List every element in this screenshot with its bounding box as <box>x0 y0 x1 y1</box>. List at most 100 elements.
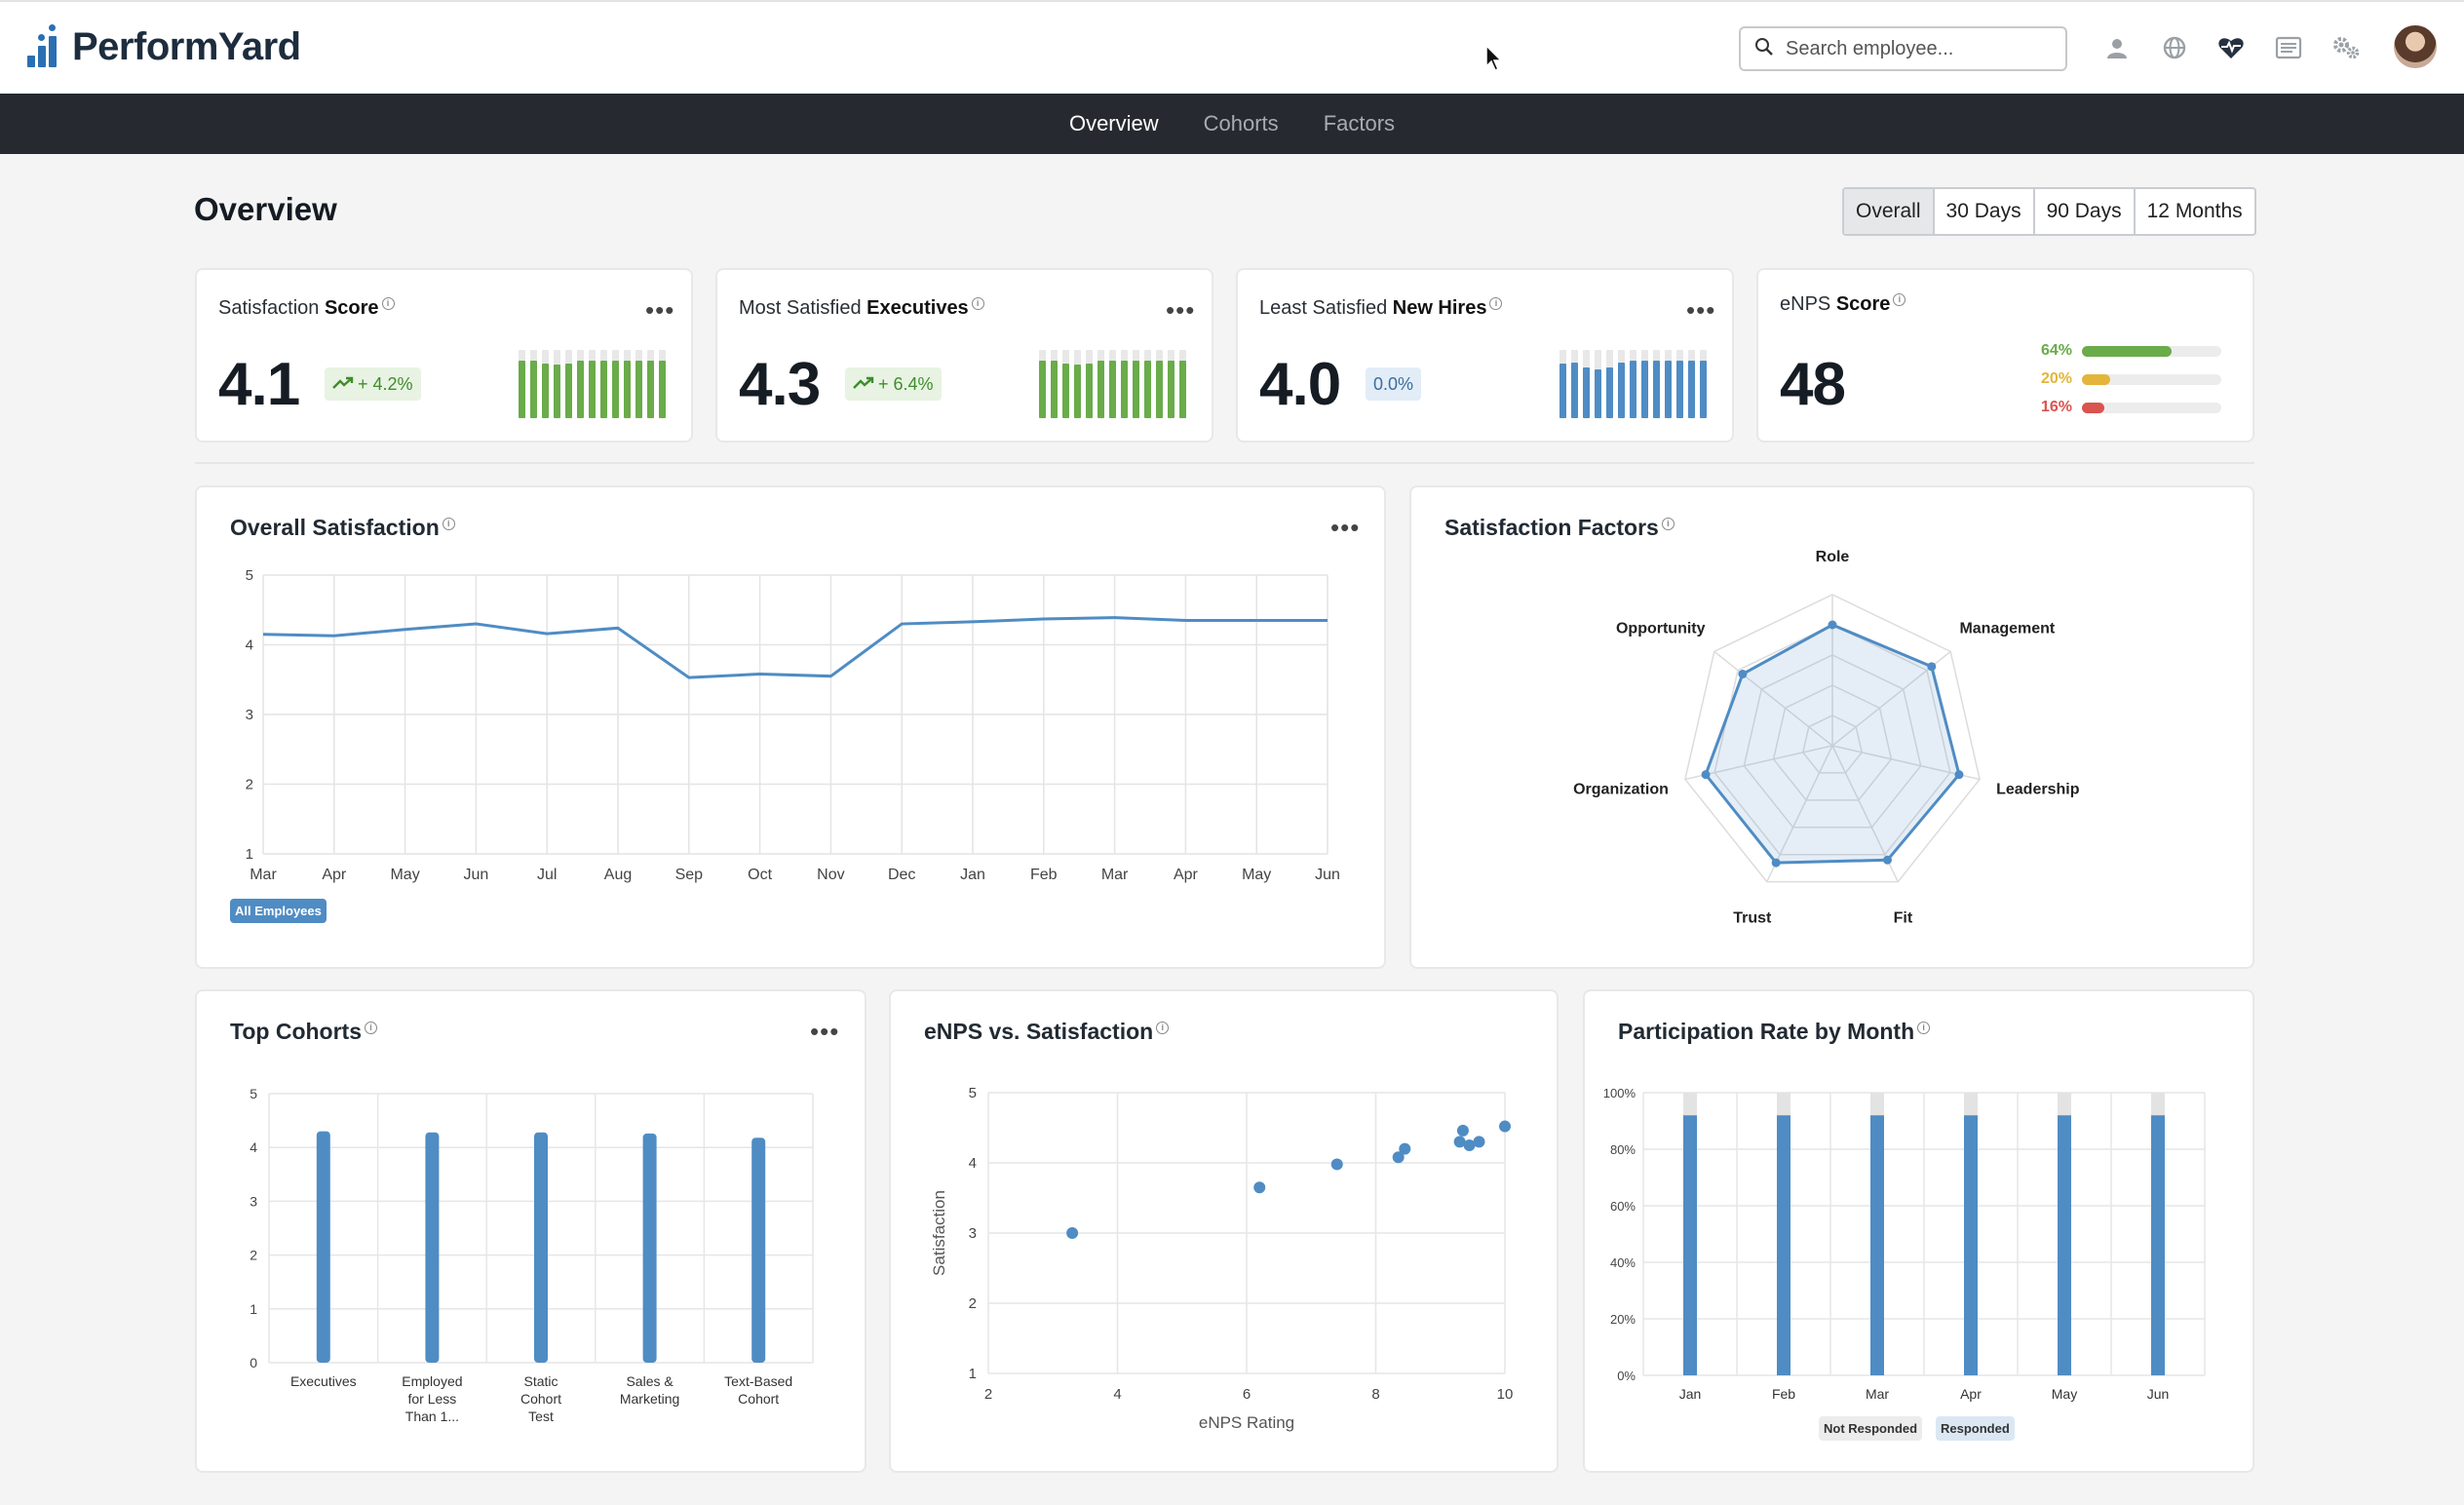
mini-bar <box>1688 350 1695 418</box>
user-avatar[interactable] <box>2394 25 2437 68</box>
info-icon[interactable]: i <box>381 297 395 311</box>
x-tick-label: 8 <box>1371 1386 1379 1403</box>
divider <box>195 462 2254 464</box>
cohort-bar <box>642 1133 657 1363</box>
mini-bar-fill <box>519 360 525 418</box>
radar-label: Organization <box>1573 781 1669 797</box>
enps-fill <box>2082 373 2110 385</box>
mini-bar <box>1097 350 1104 418</box>
x-tick-label: Apr <box>322 867 347 883</box>
y-tick-label: 0% <box>1617 1369 1636 1383</box>
range-90-days[interactable]: 90 Days <box>2032 189 2134 234</box>
mini-bar-fill <box>1641 361 1648 418</box>
x-tick-label: May <box>1242 867 1271 883</box>
gears-icon[interactable] <box>2329 31 2363 64</box>
mini-bar-fill <box>1156 360 1163 418</box>
x-tick-label: Employed for Less Than 1... <box>402 1373 462 1424</box>
mini-bar-fill <box>1133 360 1139 418</box>
globe-icon[interactable] <box>2158 31 2191 64</box>
y-tick-label: 0 <box>250 1355 257 1370</box>
trend-up-icon <box>853 374 874 395</box>
mini-bar <box>565 350 572 418</box>
mini-bar-fill <box>659 360 666 418</box>
radar-point <box>1927 662 1937 672</box>
info-icon[interactable]: i <box>1489 297 1503 311</box>
bar-not-responded <box>1870 1093 1884 1116</box>
info-icon[interactable]: i <box>1661 518 1675 531</box>
time-range-selector: Overall 30 Days 90 Days 12 Months <box>1842 187 2256 236</box>
kpi-title: Most Satisfied Executives i <box>739 297 984 320</box>
info-icon[interactable]: i <box>1156 1022 1170 1035</box>
info-icon[interactable]: i <box>1917 1022 1931 1035</box>
x-tick-label: Apr <box>1960 1386 1982 1402</box>
brand-logo[interactable]: PerformYard <box>27 23 301 69</box>
info-icon[interactable]: i <box>442 518 455 531</box>
info-icon[interactable]: i <box>971 297 984 311</box>
tab-overview[interactable]: Overview <box>1068 111 1159 135</box>
mini-bar-fill <box>1051 360 1058 418</box>
heart-pulse-icon[interactable] <box>2214 31 2248 64</box>
legend-not-responded[interactable]: Not Responded <box>1819 1416 1923 1441</box>
mini-bar-fill <box>1144 360 1151 418</box>
radar-point <box>1882 855 1892 865</box>
enps-passives-row: 20% <box>2041 370 2221 388</box>
y-tick-label: 5 <box>969 1085 977 1101</box>
bar-responded <box>1964 1115 1978 1375</box>
search-input[interactable] <box>1786 37 2049 60</box>
kpi-value: 48 <box>1780 351 1846 418</box>
change-badge: + 6.4% <box>845 367 942 401</box>
x-tick-label: Jan <box>1679 1386 1702 1402</box>
more-options-icon[interactable]: ••• <box>1686 295 1716 325</box>
change-badge: 0.0% <box>1366 367 1422 401</box>
cohort-bar <box>534 1132 548 1363</box>
y-tick-label: 4 <box>250 1139 257 1155</box>
mini-bar <box>1700 350 1707 418</box>
more-options-icon[interactable]: ••• <box>645 295 675 325</box>
person-icon[interactable] <box>2100 31 2134 64</box>
enps-track <box>2082 345 2221 357</box>
mini-bar <box>647 350 654 418</box>
mini-bar <box>1156 350 1163 418</box>
y-tick-label: 60% <box>1610 1199 1636 1214</box>
mini-bar-fill <box>589 360 596 418</box>
mini-bar-fill <box>1583 367 1590 418</box>
range-overall[interactable]: Overall <box>1844 189 1933 234</box>
mini-bar-chart <box>1039 350 1186 418</box>
logo-mark-icon <box>27 23 62 67</box>
legend-responded[interactable]: Responded <box>1936 1416 2015 1441</box>
mini-bar-fill <box>1039 360 1046 418</box>
info-icon[interactable]: i <box>365 1022 377 1035</box>
mini-bar-fill <box>1086 364 1093 418</box>
enps-label: 16% <box>2041 399 2073 415</box>
y-tick-label: 100% <box>1603 1086 1636 1100</box>
y-tick-label: 5 <box>250 1086 257 1101</box>
kpi-title: Least Satisfied New Hires i <box>1259 297 1503 320</box>
info-icon[interactable]: i <box>1893 293 1906 307</box>
scatter-point <box>1453 1136 1466 1148</box>
enps-detractors-row: 16% <box>2041 399 2221 416</box>
enps-label: 20% <box>2041 370 2073 387</box>
mini-bar-fill <box>1653 361 1660 418</box>
search-box[interactable] <box>1739 26 2067 71</box>
radar-point <box>1738 670 1748 679</box>
radar-grid-ring <box>1801 714 1864 774</box>
line-chart: 1 2 3 4 5 Mar Apr May Jun Jul Aug Sep Oct Nov Dec Jan Fe… <box>246 567 1340 883</box>
mini-bar-fill <box>1700 361 1707 418</box>
radar-label: Trust <box>1733 910 1772 927</box>
list-icon[interactable] <box>2272 31 2305 64</box>
range-30-days[interactable]: 30 Days <box>1932 189 2033 234</box>
bar-responded <box>2151 1115 2165 1375</box>
page-title: Overview <box>194 191 337 227</box>
more-options-icon[interactable]: ••• <box>1166 295 1196 325</box>
range-12-months[interactable]: 12 Months <box>2133 189 2254 234</box>
tab-cohorts[interactable]: Cohorts <box>1203 111 1279 135</box>
tab-factors[interactable]: Factors <box>1323 111 1396 135</box>
legend-all-employees[interactable]: All Employees <box>230 899 327 923</box>
scatter-point <box>1456 1124 1469 1137</box>
mini-bar-fill <box>1097 360 1104 418</box>
mini-bar <box>1676 350 1683 418</box>
mini-bar <box>1630 350 1636 418</box>
x-tick-label: 4 <box>1113 1386 1121 1403</box>
mini-bar-fill <box>1571 362 1578 418</box>
radar-point <box>1771 858 1781 868</box>
